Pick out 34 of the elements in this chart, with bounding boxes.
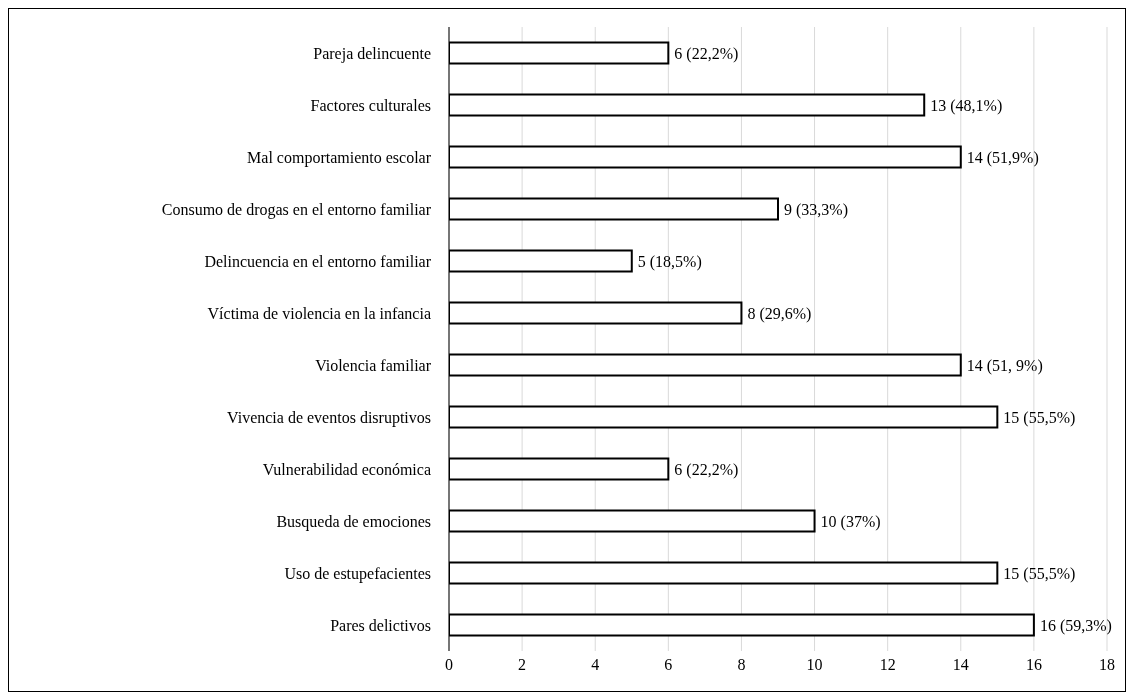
x-tick-label: 2: [518, 656, 527, 674]
y-tick-label: Delincuencia en el entorno familiar: [204, 252, 432, 270]
y-tick-label: Uso de estupefacientes: [284, 564, 431, 583]
data-label: 14 (51,9%): [966, 148, 1039, 167]
y-tick-label: Pareja delincuente: [313, 44, 431, 63]
y-tick-label: Vulnerabilidad económica: [262, 460, 431, 478]
data-label: 16 (59,3%): [1039, 616, 1112, 635]
x-tick-label: 10: [806, 656, 823, 674]
data-label: 6 (22,2%): [674, 44, 739, 63]
y-tick-label: Vivencia de eventos disruptivos: [227, 408, 431, 427]
x-tick-label: 0: [445, 656, 453, 674]
x-tick-label: 6: [664, 656, 673, 674]
data-label: 6 (22,2%): [674, 460, 739, 479]
x-tick-label: 16: [1025, 656, 1042, 674]
data-label: 15 (55,5%): [1003, 408, 1076, 427]
data-label: 8 (29,6%): [747, 304, 812, 323]
x-tick-label: 14: [952, 656, 969, 674]
y-tick-label: Consumo de drogas en el entorno familiar: [161, 200, 432, 219]
y-tick-label: Busqueda de emociones: [276, 512, 431, 531]
data-label: 15 (55,5%): [1003, 564, 1076, 583]
y-tick-label: Víctima de violencia en la infancia: [207, 304, 431, 322]
y-tick-label: Factores culturales: [310, 96, 431, 114]
x-tick-label: 18: [1099, 656, 1115, 674]
data-label: 9 (33,3%): [784, 200, 848, 219]
y-tick-label: Violencia familiar: [315, 356, 432, 374]
x-tick-label: 8: [737, 656, 746, 674]
data-label: 5 (18,5%): [637, 252, 702, 271]
data-label: 14 (51, 9%): [966, 356, 1043, 375]
data-label: 13 (48,1%): [930, 96, 1003, 115]
x-tick-label: 12: [879, 656, 896, 674]
y-tick-label: Pares delictivos: [330, 616, 431, 634]
data-label: 10 (37%): [820, 512, 881, 531]
x-tick-label: 4: [591, 656, 600, 674]
y-tick-label: Mal comportamiento escolar: [247, 148, 432, 167]
